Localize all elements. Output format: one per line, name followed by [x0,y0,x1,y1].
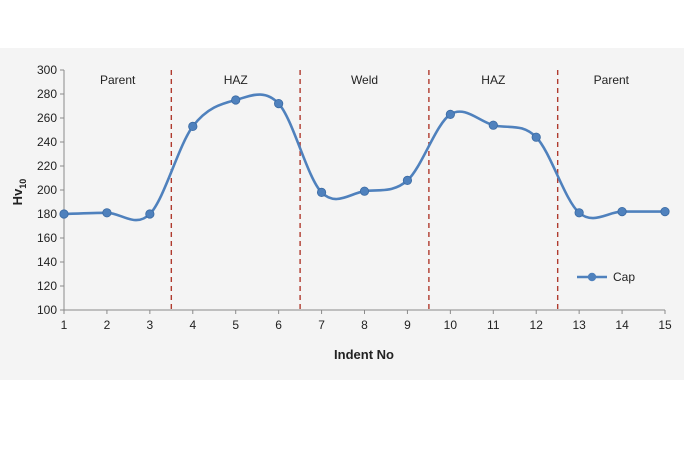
x-tick-label: 12 [530,318,544,332]
region-label: HAZ [224,73,248,87]
data-point [531,132,541,142]
data-point [445,109,455,120]
y-tick-label: 140 [37,255,57,269]
y-tick-label: 220 [37,159,57,173]
x-tick-label: 11 [487,318,500,332]
data-point [274,99,284,109]
data-point [231,95,241,105]
data-point [145,209,155,219]
data-point [574,208,584,218]
legend-swatch-marker [587,272,597,282]
y-tick-label: 300 [37,63,57,77]
y-tick-label: 180 [37,207,57,221]
y-axis-title-subscript: 10 [18,179,28,189]
x-tick-label: 8 [361,318,368,332]
y-axis-title-main: Hv [10,188,25,205]
data-point [188,121,198,132]
y-tick-label: 260 [37,111,57,125]
data-point [402,175,413,185]
data-point [617,207,627,217]
region-label: Parent [594,73,630,87]
data-point [488,120,498,130]
x-tick-label: 13 [572,318,586,332]
region-label: Parent [100,73,136,87]
x-tick-label: 2 [104,318,111,332]
legend-label: Cap [613,270,635,284]
x-tick-label: 5 [232,318,239,332]
region-label: Weld [351,73,378,87]
x-tick-label: 6 [275,318,282,332]
x-tick-label: 10 [444,318,458,332]
y-tick-label: 100 [37,303,57,317]
data-point [359,186,370,196]
data-point [316,187,327,197]
x-tick-label: 7 [318,318,325,332]
x-tick-label: 9 [404,318,411,332]
x-tick-label: 3 [147,318,154,332]
data-point [59,209,69,219]
x-tick-label: 1 [61,318,68,332]
y-tick-label: 240 [37,135,57,149]
region-label: HAZ [481,73,505,87]
x-tick-label: 4 [189,318,196,332]
x-axis-title: Indent No [334,347,394,362]
x-tick-label: 15 [658,318,672,332]
y-axis-title: Hv10 [10,179,28,206]
y-tick-label: 120 [37,279,57,293]
data-point [102,208,112,218]
data-point [660,207,670,217]
y-tick-label: 280 [37,87,57,101]
y-tick-label: 160 [37,231,57,245]
x-tick-label: 14 [615,318,629,332]
y-tick-label: 200 [37,183,57,197]
